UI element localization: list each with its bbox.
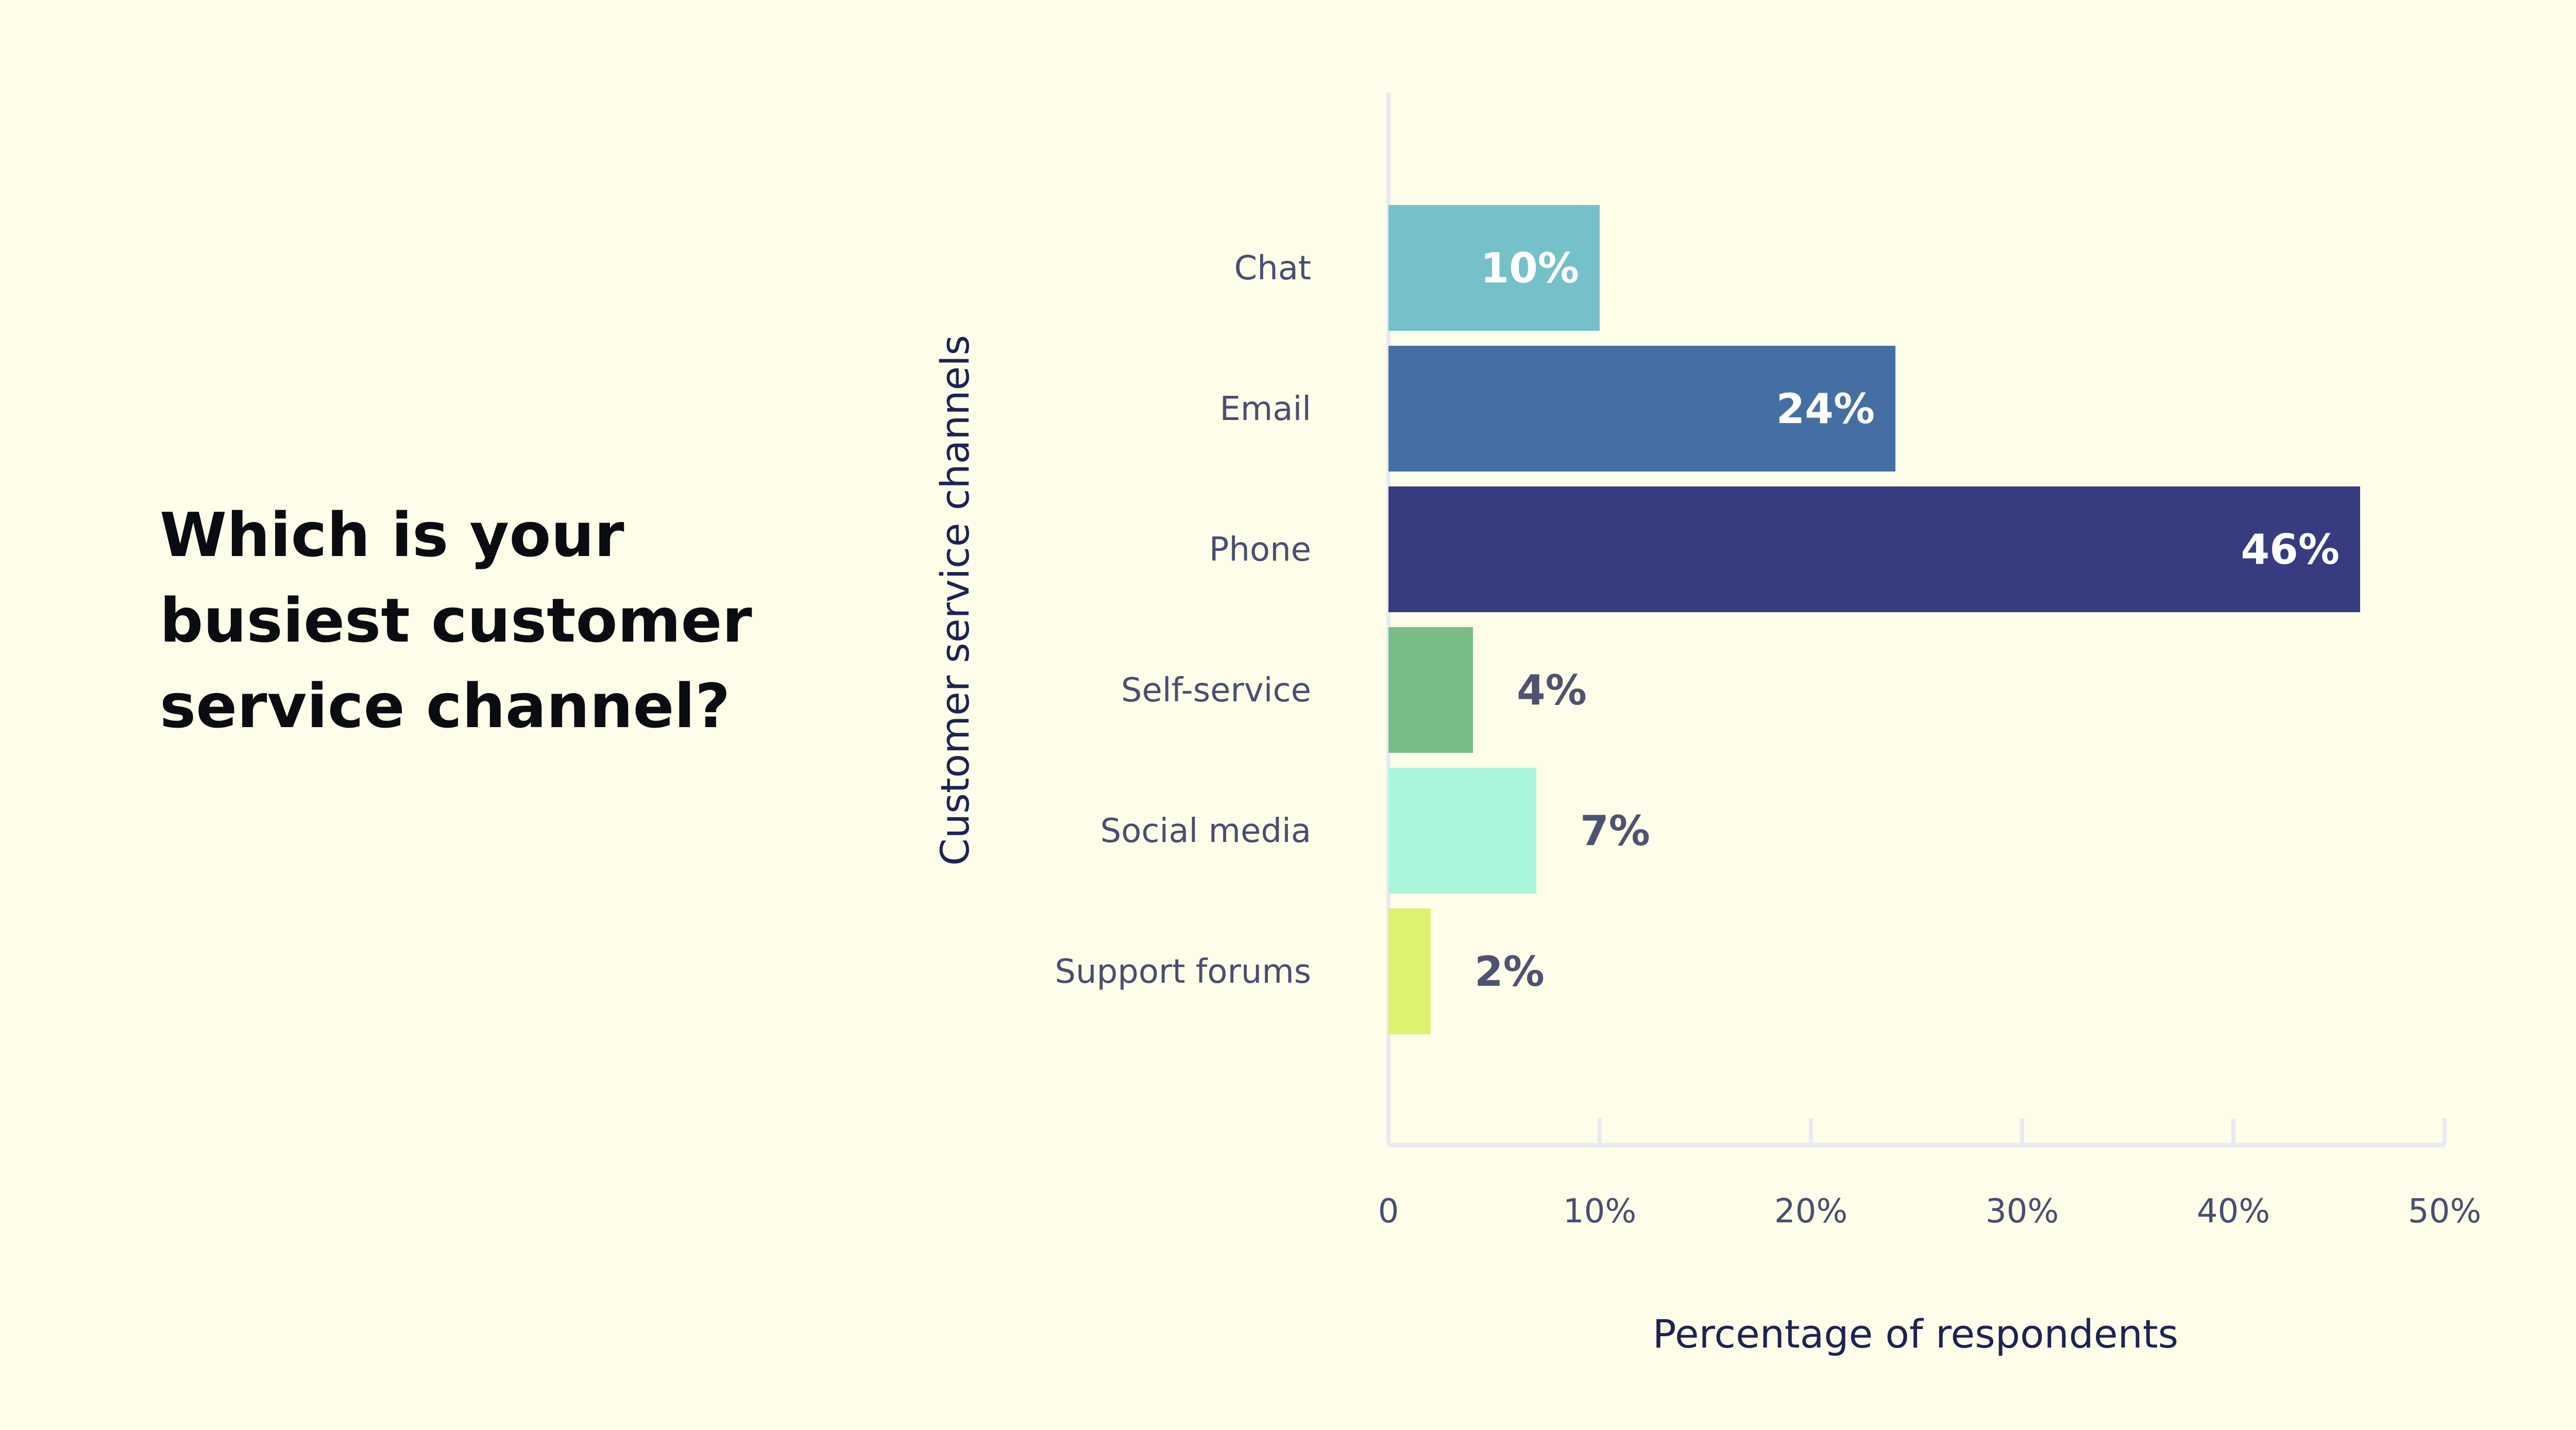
bar-value-label: 24%: [1776, 385, 1875, 433]
category-label: Social media: [1100, 812, 1311, 850]
bar-value-label: 10%: [1481, 244, 1579, 292]
question-title: Which is your busiest customer service c…: [160, 492, 829, 749]
bar: [1388, 346, 1895, 472]
bar: [1388, 627, 1473, 753]
category-label: Email: [1219, 390, 1311, 428]
x-tick-label: 40%: [2197, 1192, 2270, 1231]
x-tick-label: 10%: [1563, 1192, 1636, 1231]
question-line-1: Which is your: [160, 499, 624, 570]
x-tick-label: 50%: [2408, 1192, 2481, 1231]
x-tick-label: 0: [1378, 1192, 1399, 1231]
category-label: Self-service: [1121, 671, 1311, 710]
x-tick-label: 20%: [1774, 1192, 1848, 1231]
bar: [1388, 768, 1536, 894]
labels: 0 10% 20% 30% 40% 50% Chat 10% Email 24% Phone 46% S…: [1055, 244, 2481, 1231]
y-axis-title: Customer service channels: [932, 335, 978, 866]
bar-value-label: 2%: [1475, 948, 1545, 996]
category-label: Support forums: [1055, 953, 1311, 991]
question-line-2: busiest customer: [160, 585, 752, 656]
bar: [1388, 205, 1600, 331]
bars: [1388, 205, 2360, 1034]
category-label: Chat: [1234, 249, 1311, 288]
bar-value-label: 4%: [1517, 666, 1587, 714]
bar-value-label: 46%: [2241, 526, 2340, 574]
category-label: Phone: [1209, 531, 1311, 569]
bar: [1388, 909, 1431, 1034]
bar-value-label: 7%: [1580, 807, 1650, 855]
bar: [1388, 486, 2360, 612]
x-axis-title: Percentage of respondents: [1653, 1311, 2179, 1357]
x-tick-label: 30%: [1986, 1192, 2059, 1231]
question-line-3: service channel?: [160, 670, 731, 742]
